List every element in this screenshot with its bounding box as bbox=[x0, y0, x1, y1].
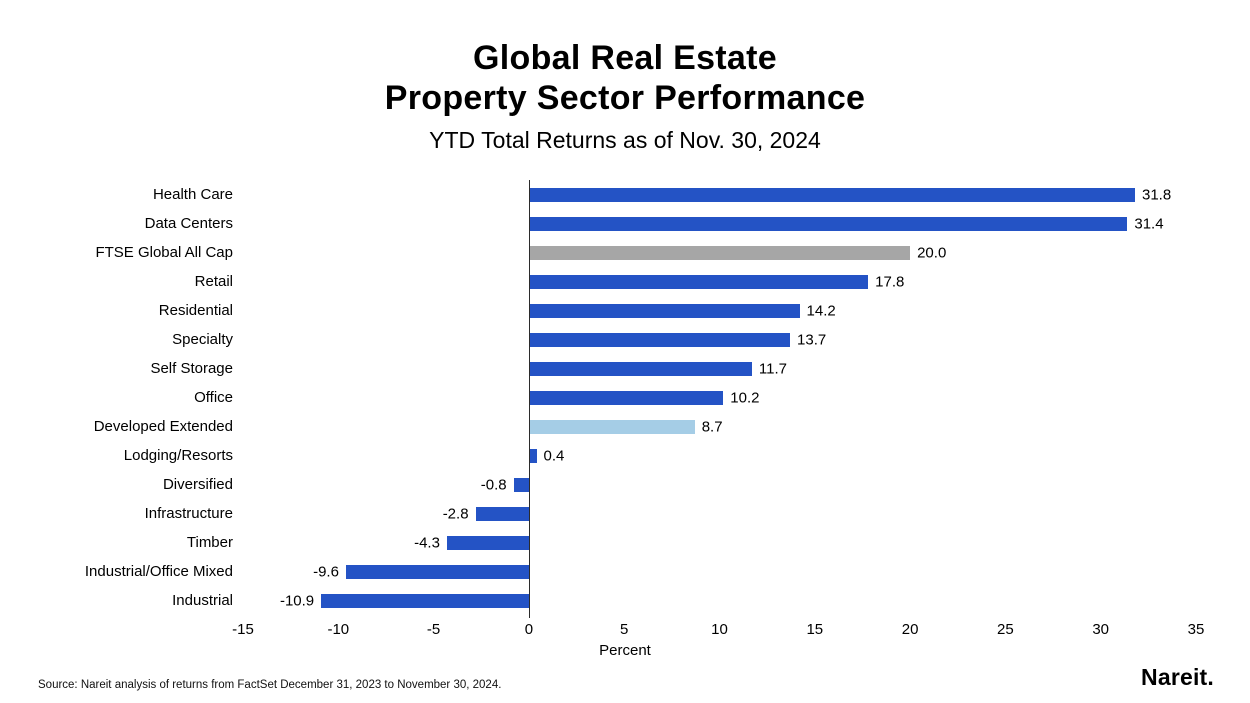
category-label: Health Care bbox=[152, 186, 233, 204]
zero-axis-line bbox=[528, 180, 530, 619]
x-tick-label: 25 bbox=[997, 621, 1014, 639]
bar-row: -9.6 bbox=[243, 557, 1196, 586]
bar-row: -4.3 bbox=[243, 528, 1196, 557]
value-label: 8.7 bbox=[701, 418, 723, 436]
category-label: Lodging/Resorts bbox=[123, 447, 233, 465]
value-label: 31.4 bbox=[1134, 215, 1164, 233]
value-label: -0.8 bbox=[480, 476, 507, 494]
x-axis: -15 -10 -5 0 5 10 15 20 25 30 35 bbox=[232, 621, 1204, 640]
bar-chart: Health Care Data Centers FTSE Global All C… bbox=[0, 180, 1250, 656]
bar bbox=[528, 216, 1128, 231]
bar bbox=[528, 274, 869, 289]
category-label: FTSE Global All Cap bbox=[95, 244, 233, 262]
category-label: Specialty bbox=[172, 331, 233, 349]
category-label: Timber bbox=[186, 534, 233, 552]
category-label: Industrial/Office Mixed bbox=[84, 563, 233, 581]
category-label: Diversified bbox=[162, 476, 233, 494]
bar bbox=[528, 332, 790, 347]
bar bbox=[528, 303, 800, 318]
bar bbox=[528, 187, 1135, 202]
value-label: -2.8 bbox=[442, 505, 469, 523]
bar-row: 17.8 bbox=[243, 267, 1196, 296]
category-axis: Health Care Data Centers FTSE Global All C… bbox=[12, 180, 243, 615]
x-tick-label: -15 bbox=[232, 621, 254, 639]
bar-row: 31.4 bbox=[243, 209, 1196, 238]
value-label: 31.8 bbox=[1142, 186, 1172, 204]
category-label: Residential bbox=[158, 302, 233, 320]
bar bbox=[528, 390, 724, 405]
nareit-logo: Nareit. bbox=[1141, 664, 1214, 690]
x-tick-label: 35 bbox=[1187, 621, 1205, 639]
bar-row: -2.8 bbox=[243, 499, 1196, 528]
x-tick-label: -5 bbox=[426, 621, 441, 639]
x-tick-label: -10 bbox=[327, 621, 350, 639]
value-label: 0.4 bbox=[543, 447, 565, 465]
x-tick-label: 20 bbox=[901, 621, 919, 639]
x-tick-label: 15 bbox=[806, 621, 824, 639]
value-label: -10.9 bbox=[279, 592, 315, 610]
bar bbox=[528, 448, 537, 463]
bar-row: 11.7 bbox=[243, 354, 1196, 383]
bar-row: 0.4 bbox=[243, 441, 1196, 470]
category-label: Infrastructure bbox=[144, 505, 233, 523]
bar-row: 31.8 bbox=[243, 180, 1196, 209]
bar bbox=[475, 506, 529, 521]
source-note: Source: Nareit analysis of returns from … bbox=[38, 679, 502, 691]
bar bbox=[528, 361, 752, 376]
chart-title-line2: Property Sector Performance bbox=[384, 79, 866, 118]
chart-footer: Source: Nareit analysis of returns from … bbox=[0, 664, 1250, 691]
chart-subtitle: YTD Total Returns as of Nov. 30, 2024 bbox=[429, 127, 821, 154]
value-label: 14.2 bbox=[806, 302, 836, 320]
value-label: -4.3 bbox=[414, 534, 440, 552]
bar-row: -0.8 bbox=[243, 470, 1196, 499]
x-tick-label: 30 bbox=[1092, 621, 1110, 639]
bar bbox=[345, 564, 529, 579]
x-tick-label: 0 bbox=[524, 621, 534, 639]
category-label: Data Centers bbox=[144, 215, 233, 233]
x-tick-label: 5 bbox=[620, 621, 629, 639]
plot-area: 31.8 31.4 20.0 17.8 14.2 13.7 11.7 10.2 8.7 0.4 -0… bbox=[243, 180, 1196, 619]
bar bbox=[528, 419, 695, 434]
bar-row: 13.7 bbox=[243, 325, 1196, 354]
bar-row: 8.7 bbox=[243, 412, 1196, 441]
value-label: 20.0 bbox=[917, 244, 947, 262]
chart-title: Global Real Estate Property Sector Perfo… bbox=[0, 38, 1250, 118]
bar bbox=[321, 593, 529, 608]
category-label: Self Storage bbox=[150, 360, 233, 378]
chart-header: Global Real Estate Property Sector Perfo… bbox=[0, 38, 1250, 154]
value-label: 13.7 bbox=[797, 331, 827, 349]
category-label: Retail bbox=[194, 273, 233, 291]
bar-row: 10.2 bbox=[243, 383, 1196, 412]
category-label: Developed Extended bbox=[93, 418, 233, 436]
bar-row: 14.2 bbox=[243, 296, 1196, 325]
value-label: 10.2 bbox=[730, 389, 760, 407]
x-tick-label: 10 bbox=[711, 621, 728, 639]
bar-row: 20.0 bbox=[243, 238, 1196, 267]
bar bbox=[528, 245, 911, 260]
bar bbox=[446, 535, 529, 550]
chart-body: Health Care Data Centers FTSE Global All C… bbox=[0, 180, 1250, 619]
value-label: -9.6 bbox=[313, 563, 339, 581]
value-label: 17.8 bbox=[875, 273, 905, 291]
bar-row: -10.9 bbox=[243, 586, 1196, 615]
category-label: Office bbox=[194, 389, 233, 407]
chart-title-line1: Global Real Estate bbox=[473, 39, 777, 77]
value-label: 11.7 bbox=[758, 360, 787, 378]
category-label: Industrial bbox=[172, 592, 233, 610]
bar bbox=[513, 477, 529, 492]
x-axis-title: Percent bbox=[599, 642, 651, 657]
